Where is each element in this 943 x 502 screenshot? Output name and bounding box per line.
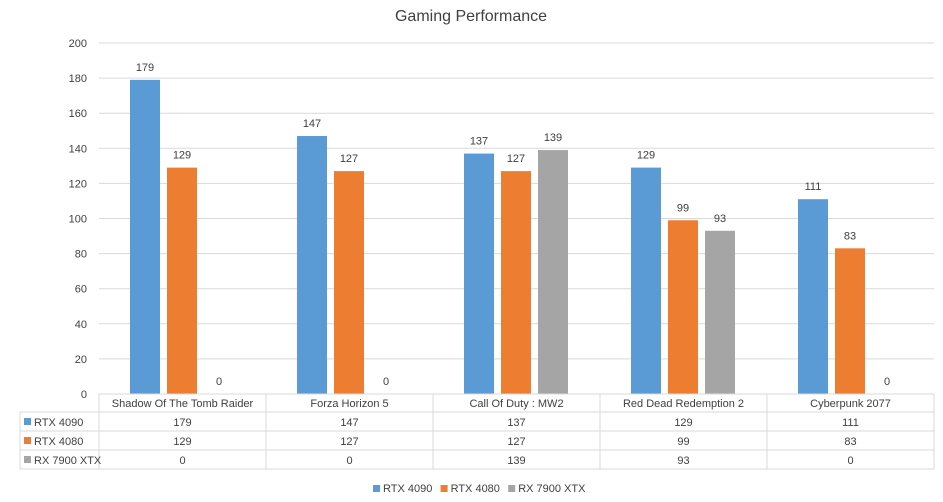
bar-rtx-4080 (835, 248, 865, 394)
category-label: Shadow Of The Tomb Raider (112, 398, 254, 410)
y-tick-label: 0 (81, 389, 87, 401)
bar-rtx-4090 (631, 167, 661, 394)
data-label: 111 (805, 181, 822, 193)
data-label: 147 (303, 118, 321, 130)
table-cell: 0 (847, 455, 853, 467)
legend-key-icon (24, 418, 31, 425)
data-label: 0 (884, 376, 890, 388)
y-tick-label: 200 (69, 38, 87, 50)
table-cell: 137 (507, 417, 525, 429)
data-label: 127 (340, 153, 358, 165)
category-label: Forza Horizon 5 (310, 398, 388, 410)
bar-rtx-4080 (167, 167, 197, 394)
data-label: 0 (216, 376, 222, 388)
table-cell: 99 (677, 436, 689, 448)
bar-rtx-4080 (501, 171, 531, 394)
bar-rtx-4090 (464, 153, 494, 394)
series-name: RX 7900 XTX (34, 455, 102, 467)
legend-item: RTX 4090 (383, 483, 432, 495)
category-label: Red Dead Redemption 2 (623, 398, 744, 410)
table-cell: 139 (507, 455, 525, 467)
legend-swatch-icon (373, 485, 380, 492)
data-label: 129 (637, 150, 655, 162)
table-cell: 0 (179, 455, 185, 467)
table-cell: 179 (173, 417, 191, 429)
bar-rtx-4080 (668, 220, 698, 394)
legend-item: RX 7900 XTX (518, 483, 586, 495)
data-label: 127 (507, 153, 525, 165)
bar-rtx-4090 (130, 79, 160, 394)
y-tick-label: 80 (75, 249, 87, 261)
bar-rtx-4080 (334, 171, 364, 394)
y-tick-label: 120 (69, 178, 87, 190)
table-cell: 83 (844, 436, 856, 448)
chart-title: Gaming Performance (395, 8, 547, 25)
table-cell: 129 (674, 417, 692, 429)
bar-rtx-4090 (798, 199, 828, 394)
y-tick-label: 20 (75, 354, 87, 366)
data-label: 99 (677, 202, 689, 214)
y-tick-label: 40 (75, 319, 87, 331)
data-label: 179 (136, 62, 154, 74)
data-label: 129 (173, 150, 191, 162)
data-label: 0 (383, 376, 389, 388)
table-cell: 129 (173, 436, 191, 448)
legend-swatch-icon (508, 485, 516, 492)
table-cell: 111 (842, 417, 859, 429)
series-name: RTX 4090 (34, 417, 83, 429)
bar-rx-7900-xtx (538, 150, 568, 394)
bar-rx-7900-xtx (705, 230, 735, 394)
table-cell: 127 (340, 436, 358, 448)
data-label: 137 (470, 136, 488, 148)
category-label: Call Of Duty : MW2 (469, 398, 563, 410)
table-cell: 93 (677, 455, 689, 467)
data-label: 139 (544, 132, 562, 144)
y-tick-label: 180 (69, 73, 87, 85)
y-tick-label: 160 (69, 108, 87, 120)
series-name: RTX 4080 (34, 436, 83, 448)
legend-item: RTX 4080 (451, 483, 500, 495)
y-tick-label: 100 (69, 214, 87, 226)
legend-swatch-icon (440, 485, 448, 492)
y-tick-label: 140 (69, 143, 87, 155)
bar-rtx-4090 (297, 136, 327, 394)
table-cell: 147 (340, 417, 358, 429)
data-label: 93 (714, 213, 726, 225)
y-tick-label: 60 (75, 284, 87, 296)
table-cell: 127 (507, 436, 525, 448)
legend-key-icon (24, 456, 31, 463)
table-cell: 0 (346, 455, 352, 467)
legend-key-icon (24, 437, 31, 444)
data-label: 83 (844, 230, 856, 242)
category-label: Cyberpunk 2077 (810, 398, 891, 410)
